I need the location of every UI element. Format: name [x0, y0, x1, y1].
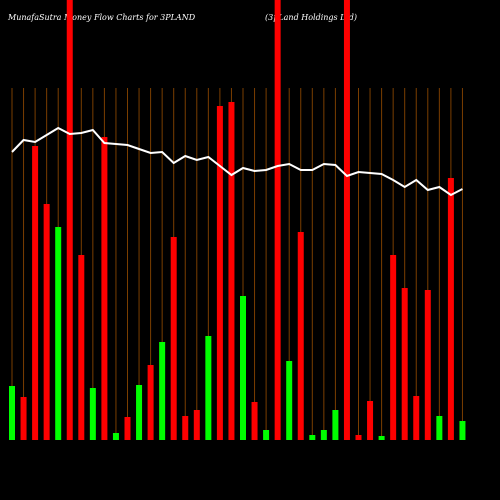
money-flow-line — [11, 126, 463, 197]
bar — [251, 402, 258, 440]
bar — [101, 137, 108, 440]
bar — [159, 342, 166, 440]
bar — [320, 430, 327, 440]
bar — [240, 296, 246, 440]
bar — [78, 255, 85, 440]
bar — [43, 204, 50, 440]
bar — [459, 421, 466, 440]
bar — [55, 227, 62, 440]
bar — [136, 385, 143, 440]
bar — [182, 416, 189, 440]
bar — [193, 410, 200, 440]
bar — [401, 288, 408, 440]
bar — [436, 416, 443, 440]
bar — [147, 365, 154, 440]
bar — [124, 417, 131, 440]
bar — [112, 433, 119, 440]
chart-title: MunafaSutra Money Flow Charts for 3PLAND — [7, 13, 196, 22]
bar — [413, 396, 420, 440]
bar — [390, 255, 397, 440]
bar — [343, 0, 350, 440]
bar — [9, 386, 15, 440]
bar — [355, 435, 362, 440]
bar — [216, 106, 223, 440]
bar — [205, 336, 212, 440]
bar — [170, 237, 177, 440]
bar — [274, 0, 281, 440]
bar — [66, 0, 73, 440]
bar — [332, 410, 339, 440]
bar — [20, 397, 27, 440]
bar — [378, 436, 385, 440]
bar — [89, 388, 96, 440]
chart-subtitle: (3pLand Holdings Ltd) — [265, 13, 357, 22]
bar — [297, 232, 304, 440]
bar — [367, 401, 374, 440]
bar — [447, 178, 454, 440]
bar — [228, 102, 235, 440]
bar — [424, 290, 431, 440]
bar — [263, 430, 270, 440]
bar — [32, 146, 39, 440]
bar — [286, 361, 293, 440]
bar — [309, 435, 316, 440]
